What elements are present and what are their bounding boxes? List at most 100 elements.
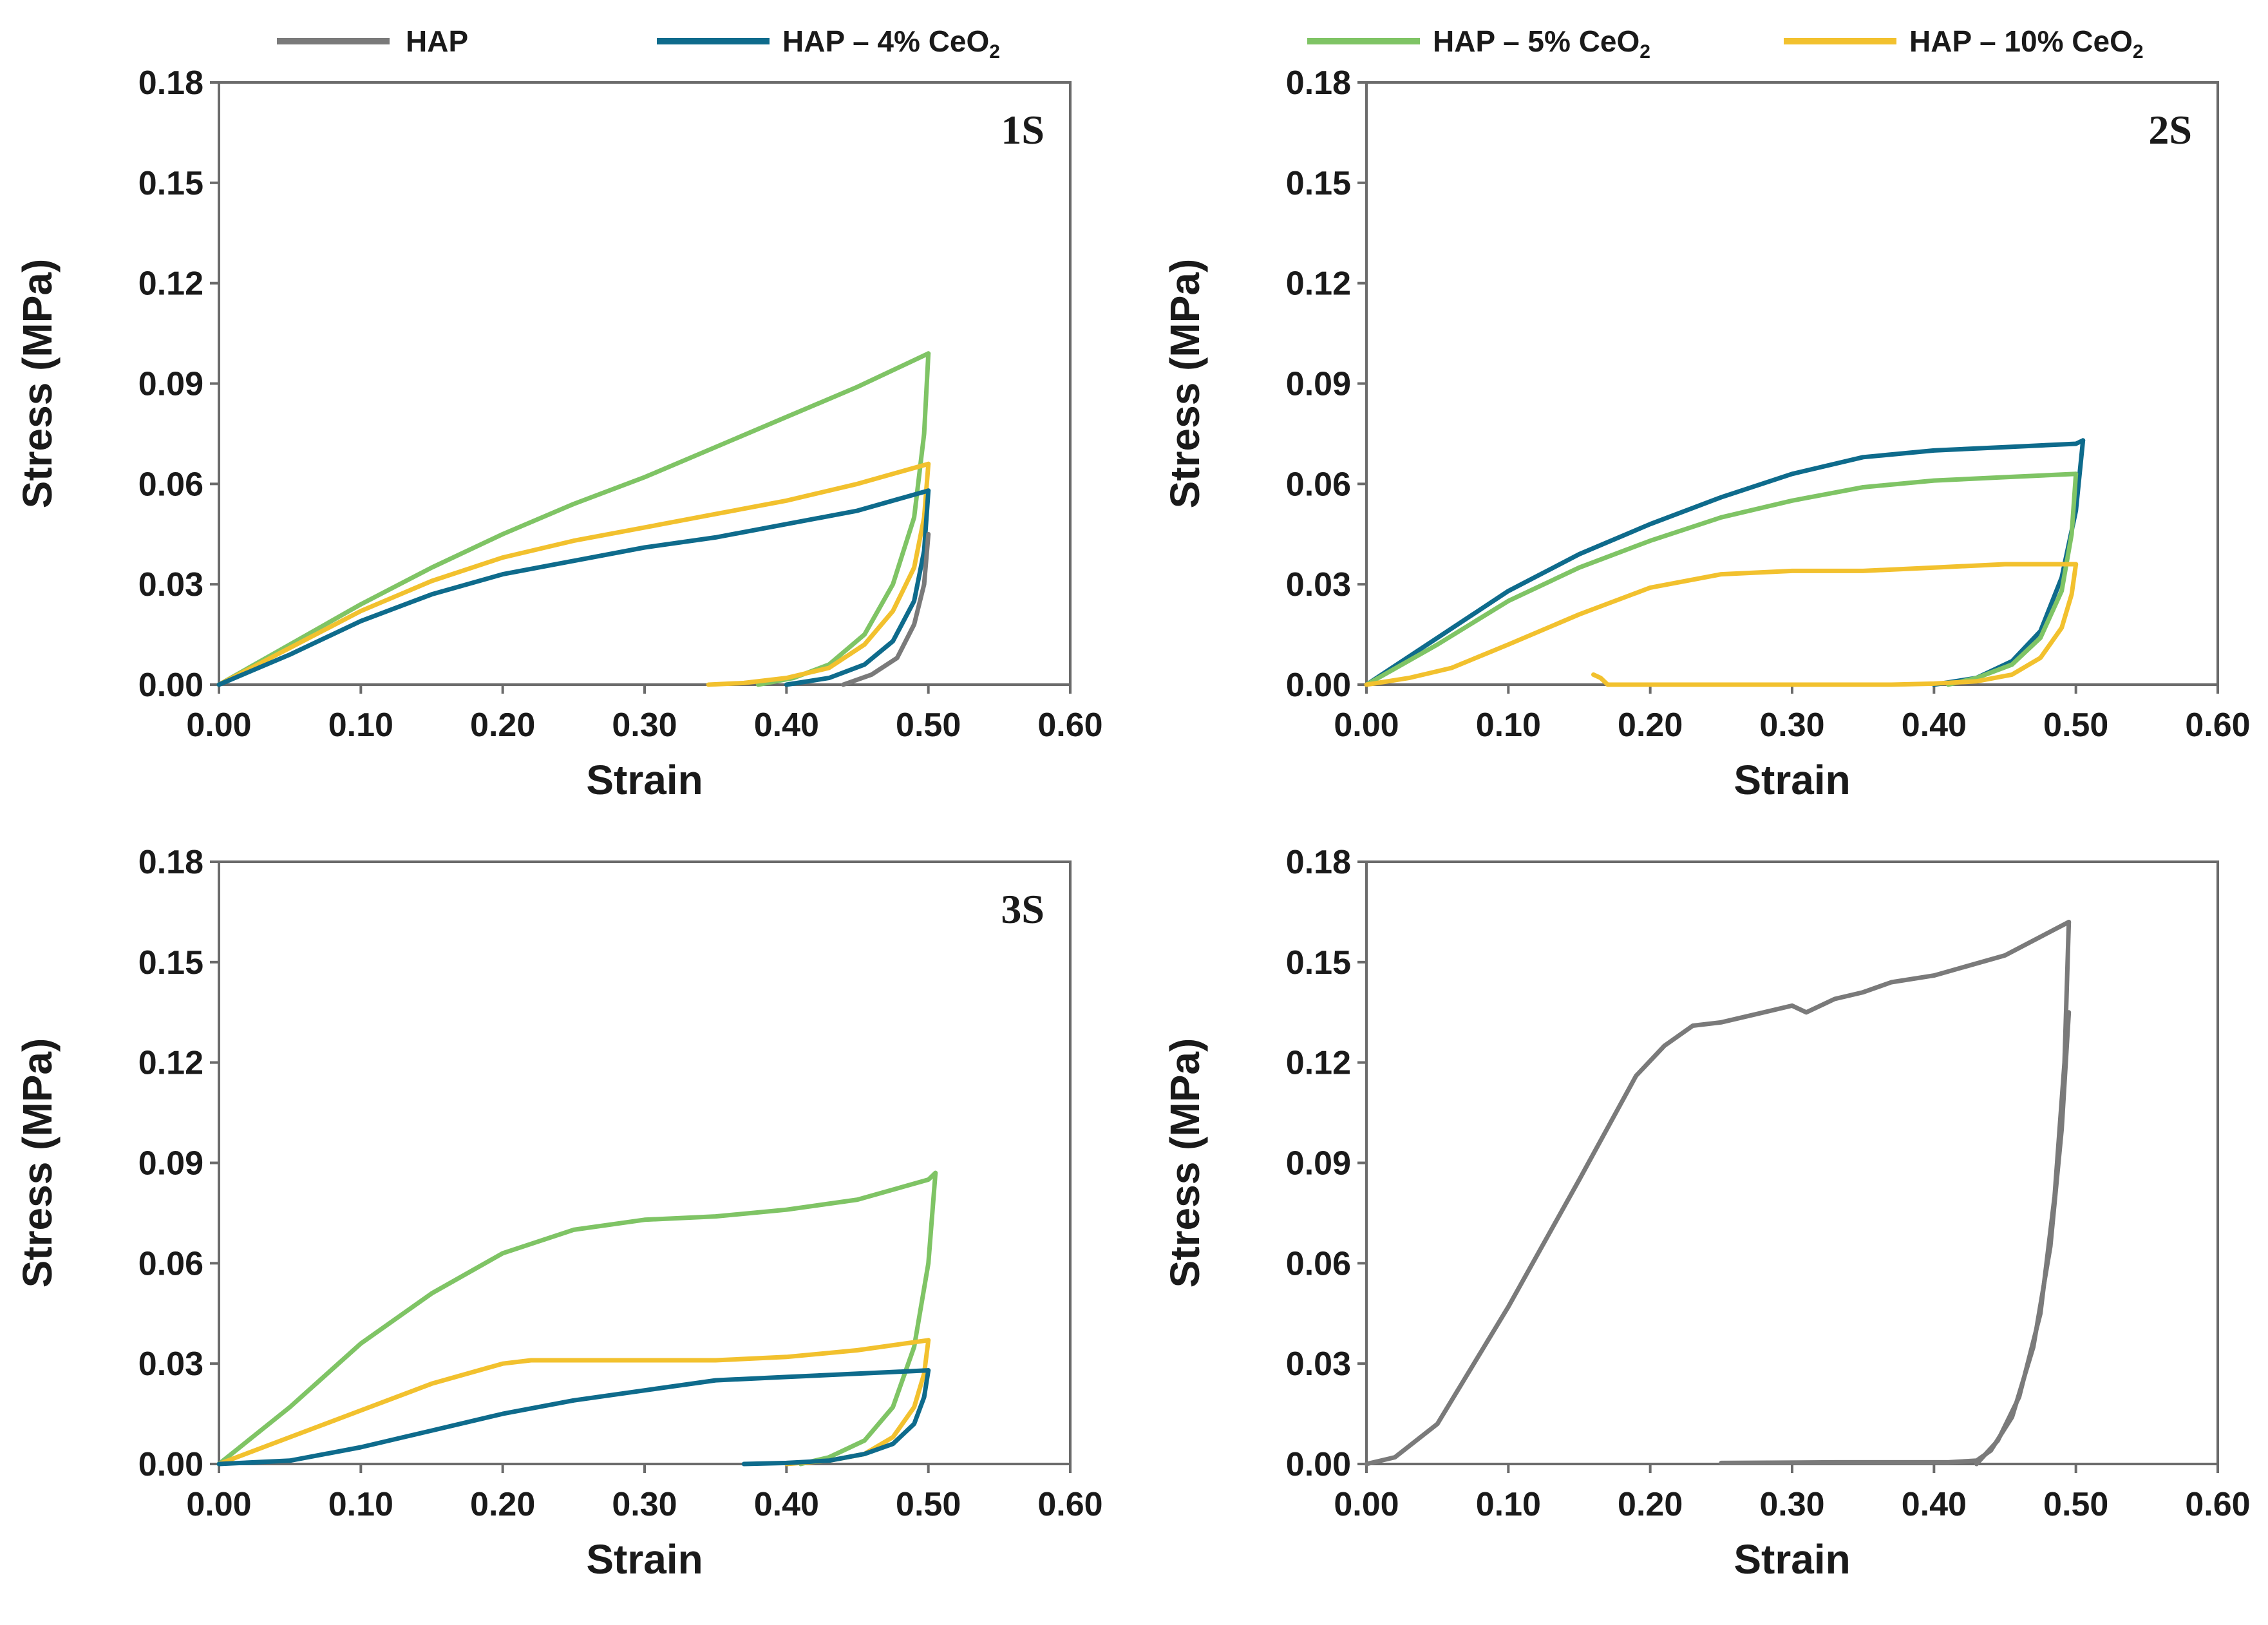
x-tick-label: 0.60	[2185, 707, 2250, 744]
series-line-hap-5-ceo2	[1945, 471, 2079, 687]
y-tick-label: 0.03	[138, 566, 203, 603]
x-tick-label: 0.10	[328, 707, 393, 744]
legend-label-hap-10-ceo2: HAP – 10% CeO2	[1909, 24, 2144, 62]
y-tick-label: 0.12	[1286, 265, 1351, 303]
series-line-hap-10-ceo2	[1591, 672, 1894, 687]
series-line-hap-5-ceo2	[216, 1170, 938, 1467]
x-tick-label: 0.20	[1618, 707, 1683, 744]
y-tick-label: 0.09	[138, 1145, 203, 1183]
y-tick-label: 0.09	[1286, 1145, 1351, 1183]
y-tick-label: 0.00	[138, 667, 203, 704]
x-axis-label: Strain	[586, 1536, 703, 1582]
y-tick-label: 0.03	[138, 1345, 203, 1383]
y-tick-label: 0.06	[1286, 466, 1351, 503]
y-tick-label: 0.09	[1286, 366, 1351, 403]
y-tick-label: 0.06	[1286, 1245, 1351, 1282]
y-tick-label: 0.06	[138, 1245, 203, 1282]
x-axis-label: Strain	[1734, 1536, 1850, 1582]
series-line-hap-5-ceo2	[1364, 471, 2079, 687]
y-tick-label: 0.03	[1286, 566, 1351, 603]
series-line-hap-5-ceo2	[798, 1170, 938, 1467]
series-line-hap	[1364, 920, 2072, 1467]
y-tick-label: 0.18	[138, 844, 203, 881]
series-line-hap-4-ceo2	[784, 488, 931, 687]
series-line-hap-10-ceo2	[1889, 562, 2079, 687]
y-tick-label: 0.12	[138, 1045, 203, 1082]
y-tick-label: 0.18	[1286, 844, 1351, 881]
x-tick-label: 0.30	[612, 1486, 677, 1523]
chart-panel-3s: 0.00 0.03 0.06 0.09 0.12 0.15 0.18 0.00 0.10 0.20…	[14, 844, 1103, 1582]
y-axis-label: Stress (MPa)	[1162, 1038, 1208, 1288]
x-tick-label: 0.50	[896, 1486, 961, 1523]
legend: HAP HAP – 4% CeO2 HAP – 5% CeO2 HAP – 10…	[277, 24, 2144, 62]
y-tick-label: 0.12	[1286, 1045, 1351, 1082]
y-tick-label: 0.03	[1286, 1345, 1351, 1383]
x-tick-label: 0.30	[1759, 707, 1824, 744]
x-tick-label: 0.40	[1902, 1486, 1967, 1523]
x-tick-label: 0.10	[1476, 1486, 1541, 1523]
y-tick-label: 0.09	[138, 366, 203, 403]
series-line-hap-5-ceo2	[216, 351, 931, 687]
y-tick-label: 0.12	[138, 265, 203, 303]
x-tick-label: 0.40	[754, 1486, 819, 1523]
plot-frame	[1365, 860, 2219, 1465]
series-line-hap-4-ceo2	[216, 1368, 931, 1467]
panel-label: 1S	[1001, 107, 1044, 153]
legend-item-hap: HAP	[277, 24, 468, 58]
charts-container: 0.00 0.03 0.06 0.09 0.12 0.15 0.18 0.00 0.10 0.20…	[14, 64, 2251, 1582]
x-tick-label: 0.20	[470, 707, 535, 744]
y-tick-label: 0.00	[138, 1446, 203, 1483]
chart-panel-1s: 0.00 0.03 0.06 0.09 0.12 0.15 0.18 0.00 0.10 0.20…	[14, 64, 1103, 803]
x-tick-label: 0.40	[754, 707, 819, 744]
y-axis-label: Stress (MPa)	[14, 1038, 61, 1288]
x-axis-label: Strain	[1734, 757, 1850, 803]
y-axis-label: Stress (MPa)	[14, 259, 61, 509]
y-tick-label: 0.15	[1286, 165, 1351, 202]
legend-label-hap-5-ceo2: HAP – 5% CeO2	[1433, 24, 1650, 62]
series-line-hap-10-ceo2	[1364, 562, 2079, 687]
x-tick-label: 0.40	[1902, 707, 1967, 744]
y-tick-label: 0.15	[1286, 944, 1351, 982]
y-tick-label: 0.06	[138, 466, 203, 503]
series-line-hap-4-ceo2	[1364, 438, 2086, 687]
y-tick-label: 0.18	[1286, 64, 1351, 102]
plot-frame	[218, 81, 1072, 686]
x-tick-label: 0.60	[2185, 1486, 2250, 1523]
x-tick-label: 0.10	[328, 1486, 393, 1523]
legend-label-hap-4-ceo2: HAP – 4% CeO2	[782, 24, 1000, 62]
chart-panel-hap: 0.00 0.03 0.06 0.09 0.12 0.15 0.18 0.00 0.10 0.20…	[1162, 844, 2251, 1582]
x-tick-label: 0.30	[1759, 1486, 1824, 1523]
x-tick-label: 0.10	[1476, 707, 1541, 744]
y-tick-label: 0.18	[138, 64, 203, 102]
legend-item-hap-4-ceo2: HAP – 4% CeO2	[657, 24, 1000, 62]
x-tick-label: 0.60	[1037, 1486, 1102, 1523]
legend-label-hap: HAP	[406, 24, 468, 58]
y-axis-label: Stress (MPa)	[1162, 259, 1208, 509]
series-line-hap-10-ceo2	[216, 461, 931, 687]
x-tick-label: 0.20	[470, 1486, 535, 1523]
x-tick-label: 0.50	[896, 707, 961, 744]
legend-item-hap-10-ceo2: HAP – 10% CeO2	[1784, 24, 2144, 62]
x-tick-label: 0.20	[1618, 1486, 1683, 1523]
series-line-hap	[1719, 1010, 2072, 1465]
x-tick-label: 0.60	[1037, 707, 1102, 744]
series-line-hap-4-ceo2	[741, 1368, 931, 1467]
panel-label: 3S	[1001, 886, 1044, 932]
x-tick-label: 0.00	[186, 1486, 251, 1523]
y-tick-label: 0.15	[138, 944, 203, 982]
y-tick-label: 0.00	[1286, 1446, 1351, 1483]
series-line-hap-4-ceo2	[216, 488, 931, 687]
x-tick-label: 0.50	[2043, 1486, 2108, 1523]
plot-frame	[218, 860, 1072, 1465]
x-tick-label: 0.30	[612, 707, 677, 744]
y-tick-label: 0.15	[138, 165, 203, 202]
plot-frame	[1365, 81, 2219, 686]
panel-label: 2S	[2148, 107, 2192, 153]
y-tick-label: 0.00	[1286, 667, 1351, 704]
series-line-hap-10-ceo2	[216, 1338, 931, 1467]
series-line-hap	[841, 531, 931, 687]
x-axis-label: Strain	[586, 757, 703, 803]
series-line-hap-5-ceo2	[755, 351, 931, 687]
x-tick-label: 0.50	[2043, 707, 2108, 744]
